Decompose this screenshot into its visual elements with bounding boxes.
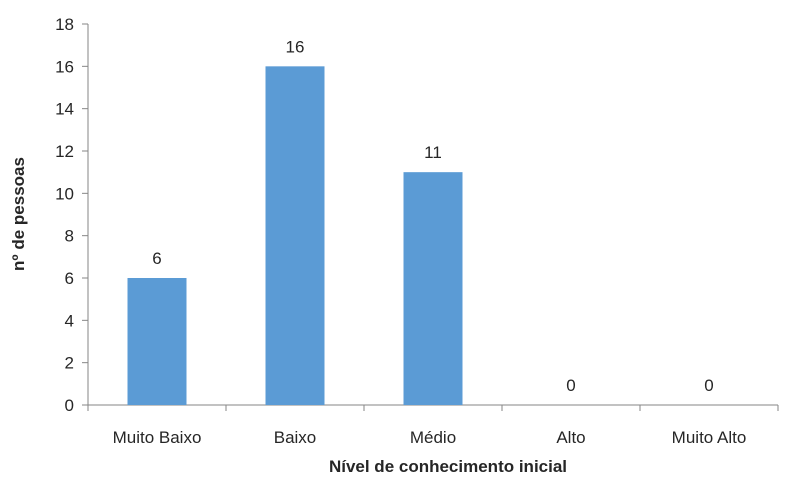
bars — [127, 66, 463, 405]
x-axis: Muito Baixo Baixo Médio Alto Muito Alto — [87, 404, 779, 447]
y-tick-label: 12 — [55, 142, 74, 161]
x-tick-label: Muito Alto — [672, 428, 747, 447]
data-labels: 6 16 11 0 0 — [152, 37, 713, 395]
bar — [127, 278, 187, 405]
bar — [403, 172, 463, 405]
x-tick-label: Alto — [556, 428, 585, 447]
y-tick-label: 8 — [65, 227, 74, 246]
data-label: 0 — [566, 376, 575, 395]
y-tick-label: 16 — [55, 57, 74, 76]
y-tick-label: 4 — [65, 311, 74, 330]
y-tick-label: 6 — [65, 269, 74, 288]
data-label: 11 — [424, 143, 442, 162]
y-axis-title: nº de pessoas — [9, 157, 28, 271]
x-tick-label: Baixo — [274, 428, 317, 447]
x-axis-title: Nível de conhecimento inicial — [329, 457, 567, 476]
y-tick-label: 18 — [55, 15, 74, 34]
y-tick-label: 2 — [65, 354, 74, 373]
data-label: 6 — [152, 249, 161, 268]
y-tick-label: 10 — [55, 184, 74, 203]
y-axis: 0 2 4 6 8 10 12 14 16 18 — [55, 15, 89, 415]
bar — [265, 66, 325, 405]
x-tick-label: Muito Baixo — [113, 428, 202, 447]
x-tick-label: Médio — [410, 428, 456, 447]
data-label: 0 — [704, 376, 713, 395]
y-tick-label: 14 — [55, 100, 74, 119]
y-tick-label: 0 — [65, 396, 74, 415]
data-label: 16 — [286, 37, 305, 56]
